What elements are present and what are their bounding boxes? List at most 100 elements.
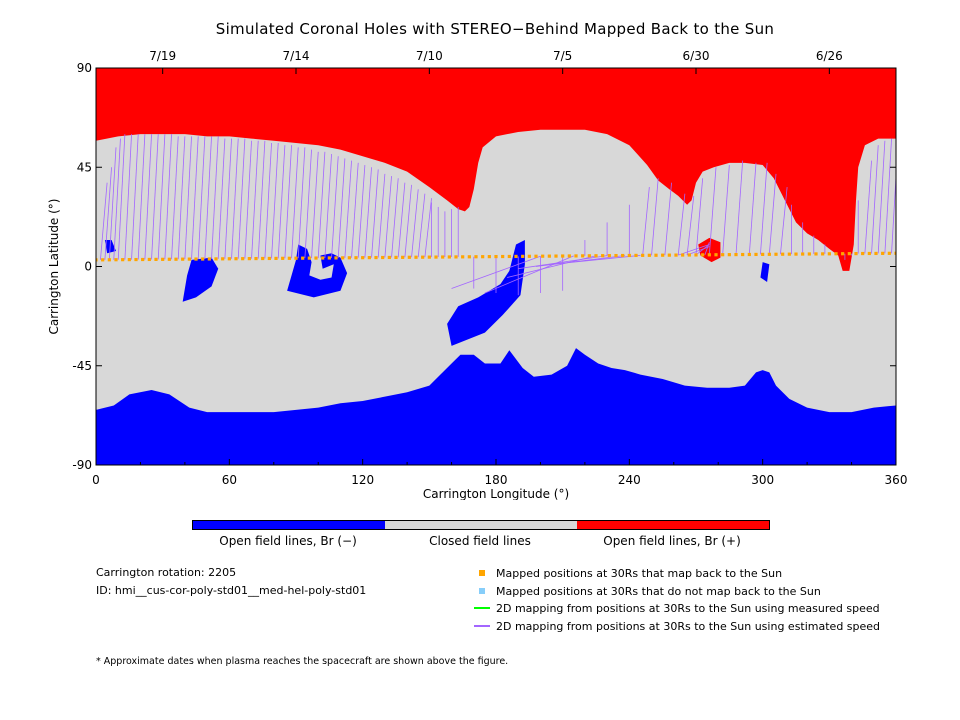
mapping-line [271, 142, 279, 259]
mapping-line [686, 195, 695, 256]
mapped-position-marker [127, 258, 131, 262]
mapping-line [217, 138, 226, 259]
mapped-position-marker [334, 256, 338, 260]
mapping-line [191, 136, 199, 260]
mapped-position-marker [234, 257, 238, 261]
mapping-line [708, 167, 717, 255]
mapping-line [100, 182, 108, 260]
mapping-line [411, 189, 419, 258]
date-tick-label: 6/26 [816, 49, 843, 63]
south-negative-coronal-hole [96, 348, 896, 465]
colorbar-label-negative: Open field lines, Br (−) [219, 534, 357, 548]
mapped-position-marker [501, 254, 505, 259]
mapped-position-marker [587, 254, 591, 258]
mapping-line [424, 198, 432, 258]
mapping-line [371, 169, 379, 258]
mapping-line [244, 140, 252, 259]
mapped-position-marker [687, 253, 691, 257]
mapping-line [113, 138, 121, 260]
mapping-line [484, 255, 574, 294]
mapped-position-marker [394, 255, 398, 260]
mapping-line [768, 173, 777, 255]
mapping-line [197, 136, 206, 260]
mapping-line [695, 244, 710, 256]
orange-square-marker [474, 570, 490, 576]
mapped-position-marker [454, 255, 458, 259]
mapping-line [104, 167, 112, 260]
mapped-position-marker [241, 257, 245, 261]
mapped-position-marker [427, 255, 431, 259]
mapped-position-marker [874, 251, 878, 256]
mapped-position-marker [96, 258, 98, 262]
coronal-hole-map: 0 60 120 180 240 300 360 90 45 0 -45 -90 7/19 7/14 7/1… [47, 49, 908, 500]
mapping-line [384, 176, 392, 258]
mapping-line [124, 134, 132, 260]
mapping-line [204, 136, 212, 260]
mapped-position-marker [267, 256, 271, 261]
mapping-line [117, 134, 126, 260]
mapping-line [231, 138, 239, 259]
mapped-position-marker [181, 257, 185, 261]
x-tick-label: 60 [222, 473, 237, 487]
mapped-position-marker [794, 252, 798, 256]
mapped-position-marker [707, 253, 711, 257]
mapping-line [417, 193, 426, 258]
mapped-position-marker [747, 252, 751, 257]
mapping-line [677, 193, 686, 256]
mapping-line [451, 255, 541, 289]
mapped-position-marker [401, 255, 405, 259]
mapping-line [722, 165, 730, 255]
mapped-position-marker [694, 253, 698, 257]
mapping-line [877, 140, 886, 254]
mapped-position-marker [207, 257, 211, 261]
mapped-position-marker [854, 251, 858, 256]
mapped-position-marker [447, 255, 451, 259]
mapped-position-marker [727, 253, 731, 257]
mapped-position-marker [514, 254, 518, 259]
mapping-line [344, 160, 352, 258]
mapped-position-marker [561, 254, 565, 258]
y-tick-label: 0 [84, 260, 92, 274]
mapped-position-marker [754, 252, 758, 257]
carrington-rotation: Carrington rotation: 2205 [96, 566, 237, 579]
mapped-positions [96, 251, 896, 262]
mapped-position-marker [307, 256, 311, 260]
negative-coronal-hole-patch [760, 262, 770, 282]
mapped-position-marker [547, 254, 551, 258]
mapped-position-marker [221, 257, 225, 261]
mapped-position-marker [341, 256, 345, 260]
mapped-position-marker [474, 255, 478, 259]
mapped-position-marker [494, 254, 498, 259]
legend-label: 2D mapping from positions at 30Rs to the… [496, 601, 880, 615]
mapped-position-marker [714, 253, 718, 257]
mapping-line [748, 162, 757, 255]
mapped-position-marker [347, 256, 351, 260]
mapped-position-marker [527, 254, 531, 258]
mapping-line [678, 244, 710, 256]
mapping-line [551, 254, 641, 265]
y-axis-label: Carrington Latitude (°) [47, 199, 61, 335]
mapped-position-marker [774, 252, 778, 256]
mapping-line [780, 187, 788, 255]
x-tick-label: 360 [885, 473, 908, 487]
mapped-position-marker [174, 257, 178, 261]
mapping-line [704, 242, 710, 255]
mapped-position-marker [141, 257, 145, 262]
mapped-position-marker [301, 256, 305, 260]
colorbar-label-closed: Closed field lines [429, 534, 531, 548]
mapped-position-marker [574, 254, 578, 258]
x-tick-label: 180 [485, 473, 508, 487]
mapping-line [864, 160, 872, 254]
mapped-position-marker [107, 258, 111, 262]
mapping-line [357, 165, 366, 258]
mapped-position-marker [254, 256, 258, 261]
mapped-position-marker [434, 255, 438, 259]
negative-coronal-hole-patch [447, 240, 525, 346]
x-tick-label: 300 [751, 473, 774, 487]
mapped-position-marker [581, 254, 585, 258]
mapped-position-marker [294, 256, 298, 260]
mapped-position-marker [814, 252, 818, 256]
blue-square-marker [474, 588, 490, 594]
date-tick-label: 7/14 [283, 49, 310, 63]
mapping-line [211, 136, 219, 259]
